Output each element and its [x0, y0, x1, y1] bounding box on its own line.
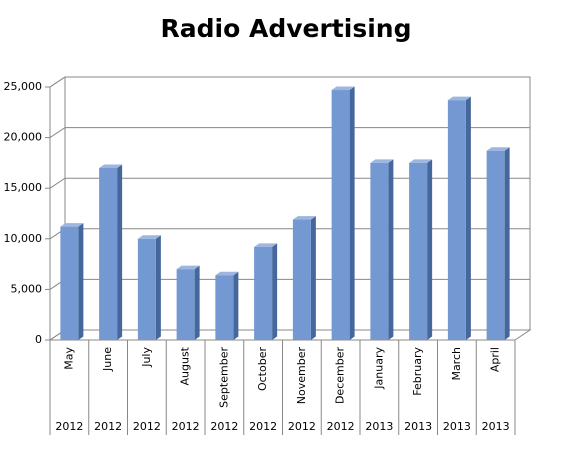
- bar-side: [349, 86, 355, 340]
- bar-side: [117, 164, 123, 340]
- bar: [292, 219, 311, 340]
- bar-side: [194, 265, 200, 340]
- y-tick-label: 25,000: [4, 80, 43, 93]
- year-label: 2012: [288, 420, 316, 433]
- year-label: 2012: [133, 420, 161, 433]
- bar: [409, 162, 428, 340]
- bar-side: [78, 223, 84, 340]
- bar-top: [176, 265, 200, 270]
- year-label: 2012: [55, 420, 83, 433]
- bar-top: [331, 86, 355, 91]
- bar-top: [292, 216, 316, 220]
- bar-side: [233, 271, 239, 340]
- x-tick-label: August: [179, 346, 192, 385]
- y-tick-label: 15,000: [4, 181, 43, 194]
- bar-side: [465, 96, 471, 340]
- bar-top: [447, 96, 471, 101]
- bar-side: [155, 235, 161, 340]
- bar-side: [310, 216, 316, 340]
- year-label: 2013: [443, 420, 471, 433]
- bar: [215, 275, 234, 340]
- year-label: 2013: [365, 420, 393, 433]
- bar: [370, 162, 389, 340]
- x-tick-label: June: [101, 347, 114, 372]
- year-label: 2012: [249, 420, 277, 433]
- x-tick-label: November: [295, 347, 308, 405]
- grid-line: [49, 127, 530, 139]
- bar-top: [60, 223, 84, 227]
- bar: [176, 269, 195, 340]
- year-label: 2013: [404, 420, 432, 433]
- bar: [447, 100, 466, 340]
- x-tick-label: April: [489, 347, 502, 372]
- year-label: 2012: [210, 420, 238, 433]
- x-tick-label: October: [256, 347, 269, 391]
- x-tick-label: September: [217, 347, 230, 408]
- bar-top: [99, 164, 123, 168]
- bar-side: [272, 243, 278, 340]
- x-tick-label: March: [450, 347, 463, 381]
- bar-side: [388, 159, 394, 340]
- x-tick-label: December: [334, 347, 347, 405]
- year-label: 2012: [172, 420, 200, 433]
- bar-top: [409, 159, 433, 163]
- bar: [99, 167, 118, 340]
- y-tick-label: 20,000: [4, 131, 43, 144]
- bar: [60, 226, 79, 340]
- year-label: 2012: [94, 420, 122, 433]
- y-tick-label: 0: [35, 333, 42, 346]
- bar-top: [254, 243, 278, 247]
- grid-line: [49, 76, 530, 88]
- y-tick-label: 5,000: [11, 282, 43, 295]
- y-tick-label: 10,000: [4, 232, 43, 245]
- bar-side: [504, 147, 510, 340]
- bar-side: [427, 159, 433, 340]
- bar-top: [215, 271, 239, 276]
- x-tick-label: February: [411, 347, 424, 396]
- year-label: 2013: [482, 420, 510, 433]
- chart-title: Radio Advertising: [161, 14, 412, 43]
- bar-top: [486, 147, 510, 151]
- bar: [137, 238, 156, 340]
- bar-top: [137, 235, 161, 239]
- x-tick-label: May: [62, 347, 75, 370]
- bar-top: [370, 159, 394, 163]
- x-tick-label: July: [140, 347, 153, 368]
- x-tick-label: January: [372, 347, 385, 390]
- bar: [254, 246, 273, 340]
- bar: [331, 90, 350, 340]
- year-label: 2012: [327, 420, 355, 433]
- bar: [486, 150, 505, 340]
